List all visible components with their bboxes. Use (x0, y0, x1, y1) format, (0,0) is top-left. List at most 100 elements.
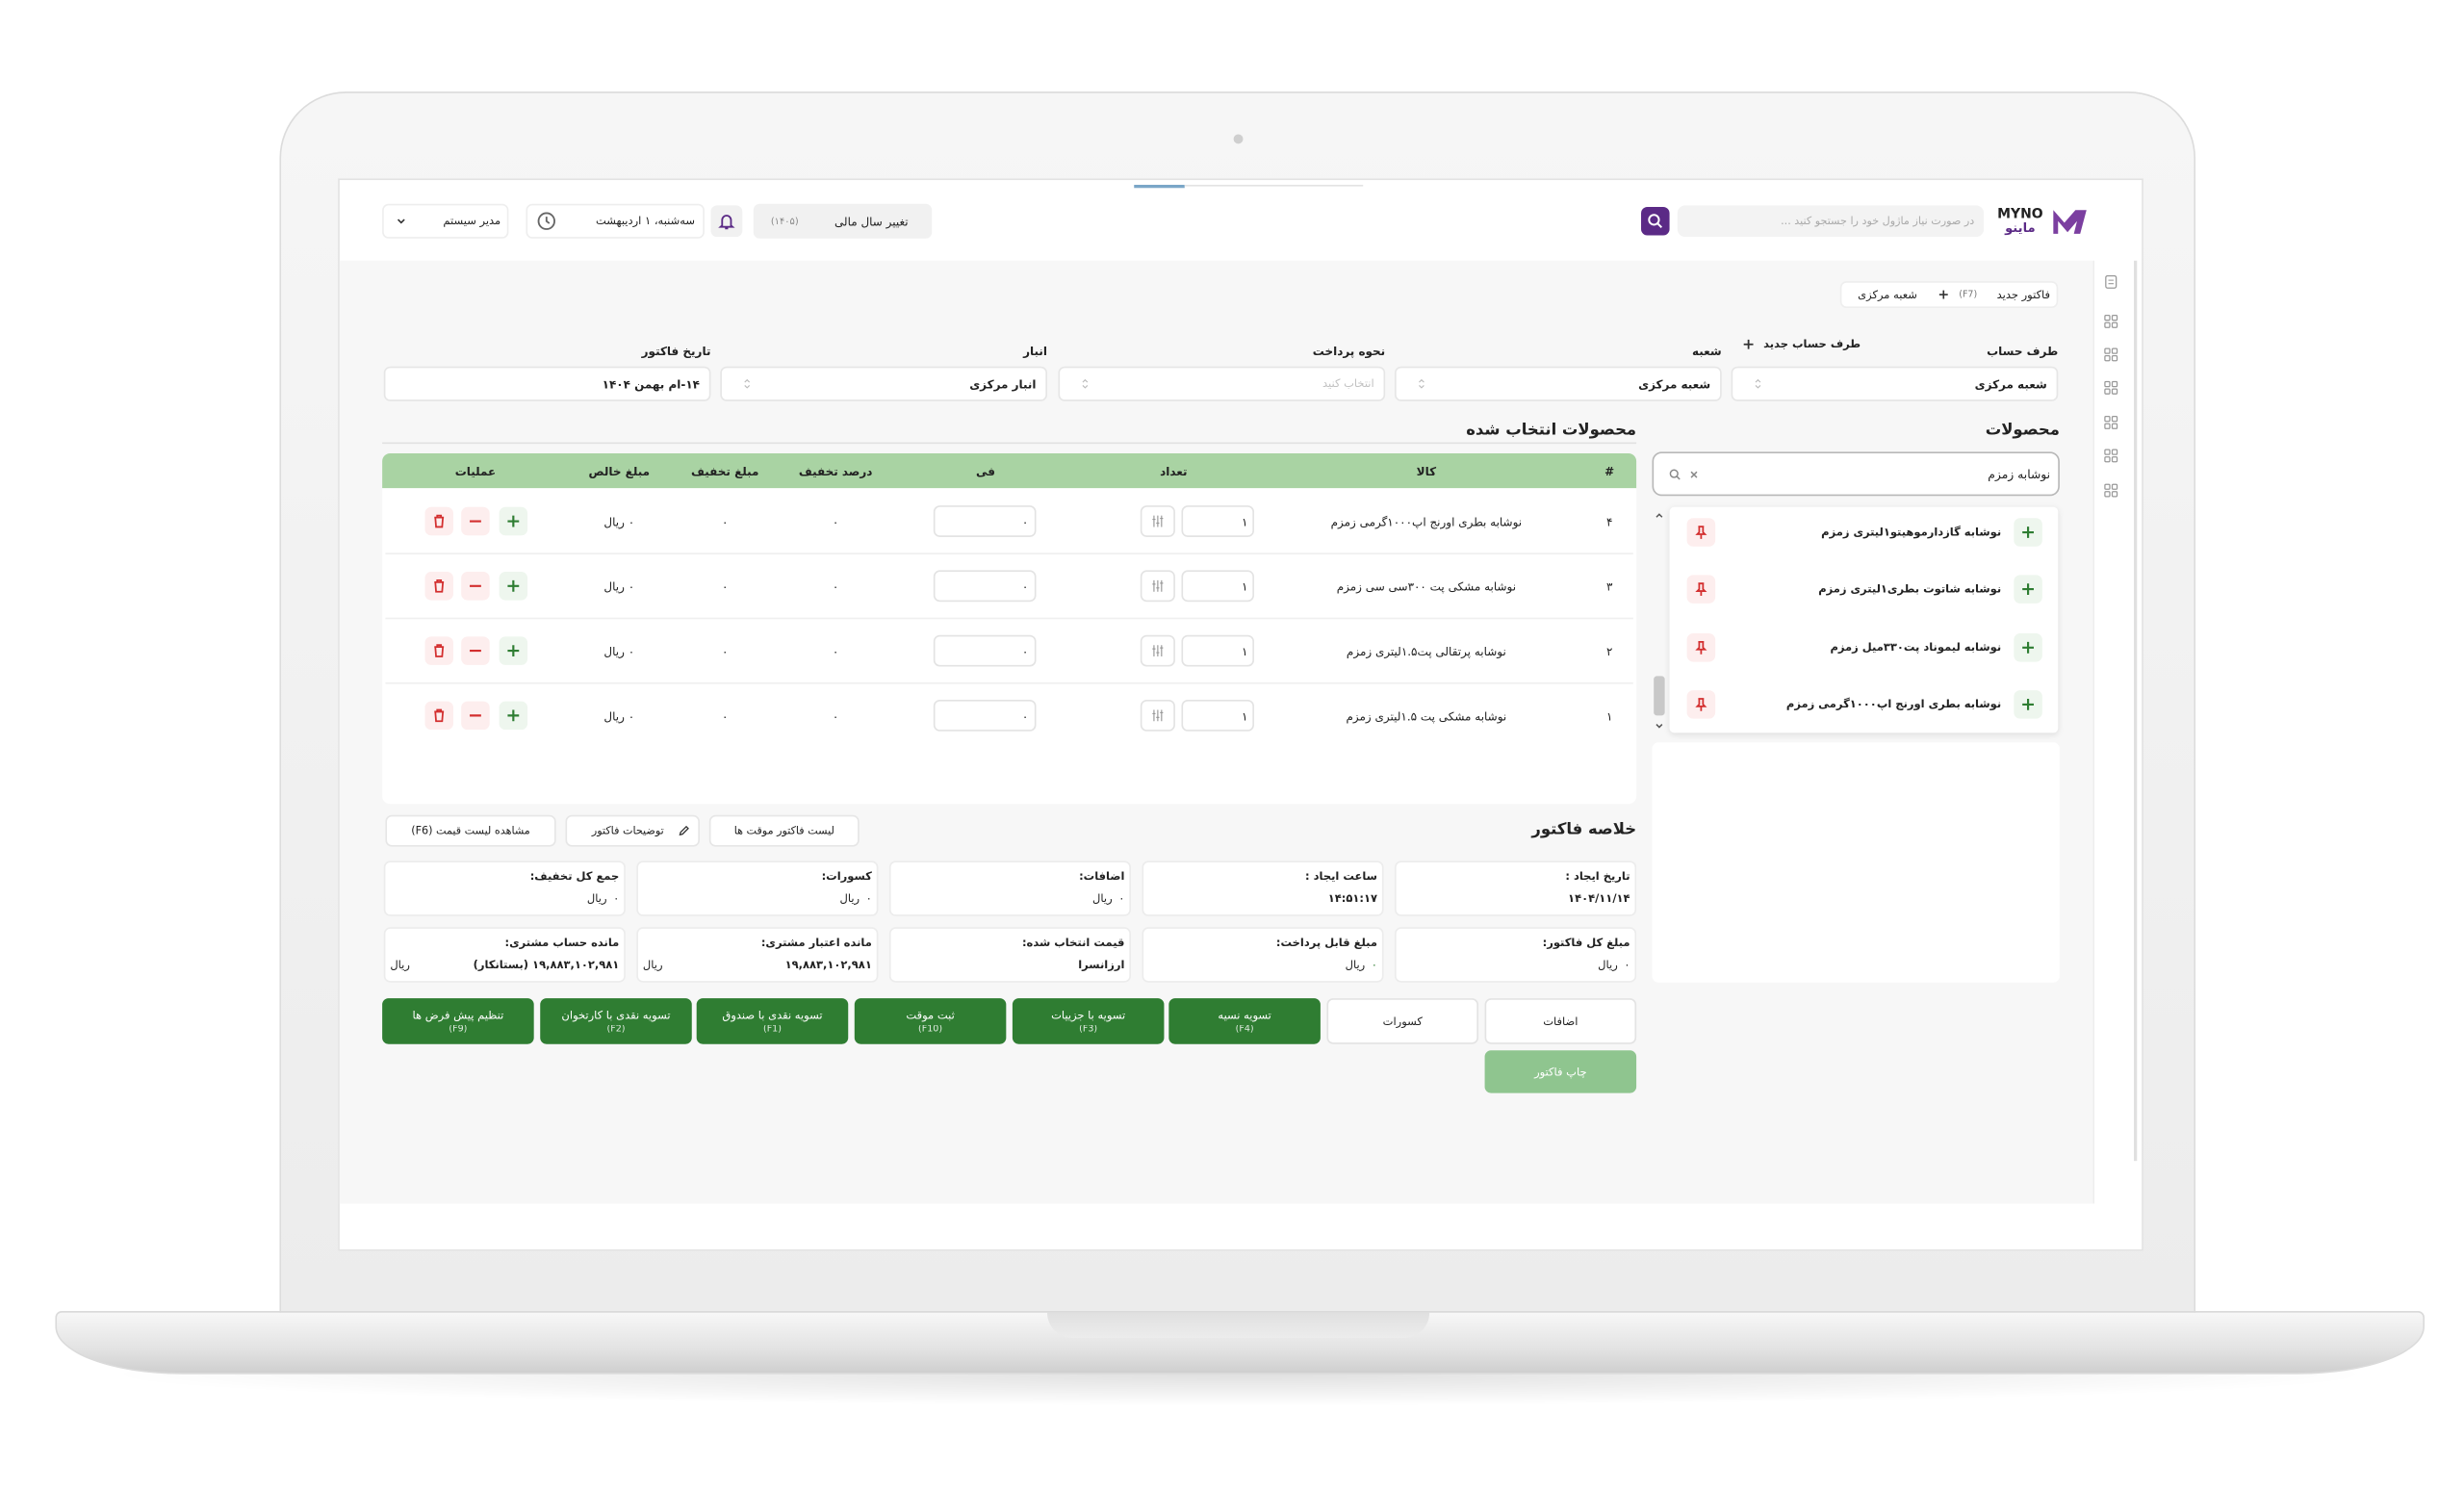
add-product[interactable] (2014, 575, 2042, 604)
column-header: عملیات (454, 463, 497, 478)
logo-text: MYNO (1997, 206, 2043, 222)
module-search[interactable] (1677, 205, 1985, 238)
summary-action-label: لیست فاکتور موقت ها (733, 824, 834, 837)
field-input[interactable] (1731, 366, 2059, 401)
fee-input[interactable] (933, 699, 1037, 732)
icon-part (2104, 456, 2111, 463)
notification-button[interactable] (710, 205, 743, 238)
icon-part (1690, 471, 1698, 478)
field-input[interactable] (1058, 366, 1386, 401)
decrease-button[interactable] (461, 636, 490, 665)
decrease-button[interactable] (461, 701, 490, 731)
summary-button[interactable]: تسویه نقدی با کارتخوان (F2) (540, 998, 692, 1044)
icon-part (2022, 583, 2034, 596)
icon-part (537, 212, 555, 230)
icon-part (1656, 724, 1663, 729)
sidebar-icon[interactable] (2102, 447, 2119, 464)
add-product[interactable] (2014, 689, 2042, 719)
summary-button[interactable]: تسویه نقدی با صندوق (F1) (696, 998, 849, 1044)
increase-button[interactable] (499, 506, 528, 536)
delete-button[interactable] (424, 701, 453, 731)
summary-button[interactable]: کسورات (1326, 998, 1479, 1044)
pin-product[interactable] (1686, 518, 1716, 547)
summary-action[interactable] (708, 814, 860, 847)
new-account-plus[interactable] (1740, 337, 1756, 352)
product-panel (1652, 742, 2060, 983)
product-search-text: نوشابه زمزم (1988, 466, 2051, 481)
increase-button[interactable] (499, 636, 528, 665)
search-button[interactable] (1641, 206, 1670, 236)
fee-input[interactable] (933, 570, 1037, 603)
summary-button[interactable]: تسویه نسیه (F4) (1168, 998, 1321, 1044)
decrease-button[interactable] (461, 506, 490, 536)
icon-part (1743, 339, 1754, 349)
icon-part (434, 708, 445, 723)
icon-part (2104, 416, 2118, 429)
icon-part (1695, 640, 1707, 655)
quantity-options[interactable] (1140, 634, 1175, 667)
delete-button[interactable] (424, 572, 453, 601)
clear-icon[interactable] (1687, 468, 1702, 482)
net-amount: ۰ ریال (603, 578, 635, 594)
quantity: ۱ (1241, 643, 1248, 658)
icon-part (2111, 388, 2118, 395)
add-product[interactable] (2014, 518, 2042, 547)
pin-product[interactable] (1686, 689, 1716, 719)
pin-product[interactable] (1686, 575, 1716, 604)
tab-indicator (1134, 185, 1185, 189)
sidebar-icon[interactable] (2102, 414, 2119, 431)
new-account: طرف حساب جدید (1763, 338, 1861, 351)
icon-part (1152, 645, 1164, 657)
quantity-input[interactable] (1181, 570, 1254, 603)
fiscal-year-button[interactable] (753, 203, 933, 239)
quantity-input[interactable] (1181, 699, 1254, 732)
increase-button[interactable] (499, 572, 528, 601)
quantity-options[interactable] (1140, 570, 1175, 603)
sidebar-icon[interactable] (2102, 379, 2119, 397)
discount-percent: ۰ (832, 514, 839, 528)
fee-input[interactable] (933, 634, 1037, 667)
scroll-up (1653, 508, 1667, 523)
icon-part (2053, 210, 2087, 234)
scroll-down (1653, 719, 1667, 733)
sidebar-icon[interactable] (2102, 482, 2119, 500)
net-amount: ۰ ریال (603, 643, 635, 658)
icon-part (2022, 641, 2034, 654)
button-label: تسویه نقدی با کارتخوان (561, 1008, 671, 1021)
button-label: اضافات (1543, 1015, 1578, 1028)
fee-input[interactable] (933, 505, 1037, 537)
summary-button[interactable]: اضافات (1484, 998, 1637, 1044)
icon-part (2104, 347, 2118, 362)
icon-part (434, 708, 445, 723)
quantity-options[interactable] (1140, 699, 1175, 732)
summary-value: ۱۹,۸۸۳,۱۰۲,۹۸۱ (بستانکار) (473, 959, 620, 972)
summary-action[interactable] (385, 814, 556, 847)
icon-part (397, 218, 405, 224)
summary-button[interactable]: تسویه با جزییات (F3) (1012, 998, 1165, 1044)
add-product[interactable] (2014, 632, 2042, 661)
sidebar-icon[interactable] (2102, 346, 2119, 363)
sidebar-icon[interactable] (2102, 313, 2119, 330)
decrease-button[interactable] (461, 572, 490, 601)
summary-button[interactable]: ثبت موقت (F10) (854, 998, 1007, 1044)
field-input[interactable] (1395, 366, 1722, 401)
product-search[interactable] (1652, 451, 2060, 497)
delete-button[interactable] (424, 636, 453, 665)
quantity-input[interactable] (1181, 505, 1254, 537)
summary-cell (1395, 861, 1637, 916)
increase-button[interactable] (499, 701, 528, 731)
pin-product[interactable] (1686, 632, 1716, 661)
print-button[interactable] (1484, 1050, 1637, 1093)
field-input[interactable] (383, 366, 711, 401)
sidebar-icon[interactable] (2102, 273, 2119, 291)
delete-button[interactable] (424, 506, 453, 536)
column-header: مبلغ خالص (588, 463, 651, 478)
field-label: تاریخ فاکتور (641, 343, 711, 358)
user-name: مدیر سیستم (443, 215, 501, 228)
summary-cell (888, 861, 1131, 916)
summary-button[interactable]: تنظیم پیش فرض ها (F9) (382, 998, 534, 1044)
quantity-options[interactable] (1140, 505, 1175, 537)
quantity-input[interactable] (1181, 634, 1254, 667)
summary-action[interactable] (565, 814, 700, 847)
field-input[interactable] (720, 366, 1048, 401)
